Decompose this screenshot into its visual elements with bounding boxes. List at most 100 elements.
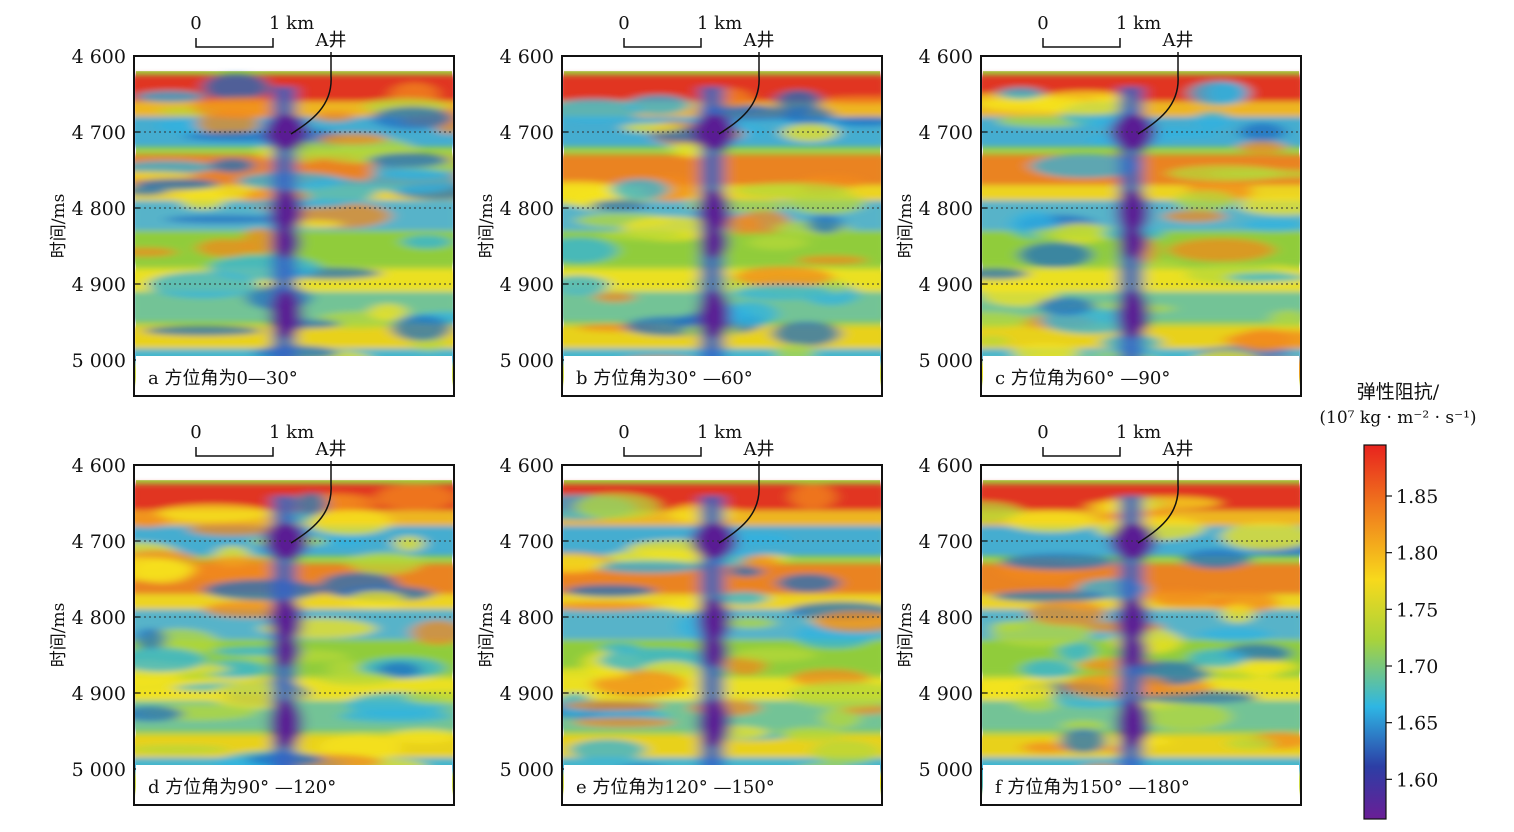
panel-frame xyxy=(980,55,1302,397)
scalebar xyxy=(195,38,274,48)
y-tick-label: 4 700 xyxy=(72,122,126,144)
y-tick-label: 4 600 xyxy=(72,46,126,68)
well-trajectory xyxy=(1137,461,1179,544)
colorbar-tick-label: 1.85 xyxy=(1396,486,1438,508)
y-tick-label: 4 900 xyxy=(500,683,554,705)
y-tick-label: 4 700 xyxy=(72,531,126,553)
y-axis-label: 时间/ms xyxy=(49,194,69,259)
scalebar-start-label: 0 xyxy=(1037,422,1048,443)
impedance-section xyxy=(981,71,1301,387)
y-tick-label: 4 800 xyxy=(72,198,126,220)
panel-label: a 方位角为0—30° xyxy=(148,368,298,389)
scalebar-start-label: 0 xyxy=(1037,13,1048,34)
colorbar-ramp xyxy=(1363,444,1387,820)
colorbar-tick-label: 1.60 xyxy=(1396,769,1438,791)
y-tick-label: 4 900 xyxy=(500,274,554,296)
y-tick-label: 4 800 xyxy=(500,607,554,629)
scalebar-end-label: 1 km xyxy=(269,13,314,34)
panel-label: f 方位角为150° —180° xyxy=(995,777,1190,798)
scalebar-start-label: 0 xyxy=(190,13,201,34)
y-tick-label: 4 900 xyxy=(72,683,126,705)
panel-label-backing xyxy=(136,356,452,394)
y-tick-label: 4 700 xyxy=(500,122,554,144)
panel-label: e 方位角为120° —150° xyxy=(576,777,775,798)
panel-frame xyxy=(561,55,883,397)
scalebar xyxy=(1042,447,1121,457)
scalebar-end-label: 1 km xyxy=(1116,422,1161,443)
well-trajectory xyxy=(718,461,760,544)
y-tick-label: 4 600 xyxy=(919,46,973,68)
scalebar xyxy=(195,447,274,457)
impedance-section xyxy=(134,480,454,796)
impedance-section xyxy=(562,71,882,387)
impedance-section xyxy=(981,480,1301,796)
y-axis-label: 时间/ms xyxy=(896,603,916,668)
panel-label-backing xyxy=(983,356,1299,394)
panel-frame xyxy=(133,55,455,397)
panel-label-backing xyxy=(564,765,880,803)
impedance-section xyxy=(562,480,882,796)
well-label: A井 xyxy=(743,439,775,460)
panel-frame xyxy=(980,464,1302,806)
y-tick-label: 4 800 xyxy=(72,607,126,629)
y-tick-label: 4 900 xyxy=(72,274,126,296)
y-tick-label: 5 000 xyxy=(72,759,126,781)
colorbar-tick-label: 1.80 xyxy=(1396,543,1438,565)
colorbar-tick-label: 1.65 xyxy=(1396,713,1438,735)
y-tick-label: 5 000 xyxy=(919,759,973,781)
y-tick-label: 4 900 xyxy=(919,274,973,296)
well-trajectory xyxy=(1137,52,1179,135)
impedance-section xyxy=(134,71,454,387)
scalebar-end-label: 1 km xyxy=(697,13,742,34)
scalebar-end-label: 1 km xyxy=(697,422,742,443)
panel-label: c 方位角为60° —90° xyxy=(995,368,1170,389)
y-tick-label: 5 000 xyxy=(919,350,973,372)
colorbar-tick-label: 1.75 xyxy=(1396,599,1438,621)
well-trajectory xyxy=(290,461,332,544)
scalebar-start-label: 0 xyxy=(618,422,629,443)
y-tick-label: 4 600 xyxy=(500,46,554,68)
panel-label-backing xyxy=(136,765,452,803)
colorbar: 弹性阻抗/ (10⁷ kg · m⁻² · s⁻¹) 1.85 1.80 1.75 1… xyxy=(1319,381,1477,820)
scalebar xyxy=(1042,38,1121,48)
y-tick-label: 4 700 xyxy=(919,531,973,553)
panel-label: d 方位角为90° —120° xyxy=(148,777,336,798)
scalebar-start-label: 0 xyxy=(618,13,629,34)
y-tick-label: 4 600 xyxy=(72,455,126,477)
scalebar-start-label: 0 xyxy=(190,422,201,443)
well-label: A井 xyxy=(315,439,347,460)
y-tick-label: 4 800 xyxy=(919,198,973,220)
colorbar-title-line2: (10⁷ kg · m⁻² · s⁻¹) xyxy=(1319,408,1476,428)
scalebar-end-label: 1 km xyxy=(1116,13,1161,34)
y-tick-label: 5 000 xyxy=(500,759,554,781)
scalebar xyxy=(623,38,702,48)
well-trajectory xyxy=(290,52,332,135)
y-tick-label: 5 000 xyxy=(72,350,126,372)
y-tick-label: 4 700 xyxy=(919,122,973,144)
well-label: A井 xyxy=(1162,30,1194,51)
y-tick-label: 4 800 xyxy=(500,198,554,220)
y-axis-label: 时间/ms xyxy=(477,603,497,668)
y-axis-label: 时间/ms xyxy=(477,194,497,259)
well-label: A井 xyxy=(1162,439,1194,460)
y-tick-label: 4 800 xyxy=(919,607,973,629)
panel-frame xyxy=(133,464,455,806)
y-tick-label: 4 600 xyxy=(500,455,554,477)
panel-label: b 方位角为30° —60° xyxy=(576,368,753,389)
panel-label-backing xyxy=(564,356,880,394)
well-label: A井 xyxy=(315,30,347,51)
y-tick-label: 5 000 xyxy=(500,350,554,372)
well-label: A井 xyxy=(743,30,775,51)
well-trajectory xyxy=(718,52,760,135)
y-tick-label: 4 600 xyxy=(919,455,973,477)
y-axis-label: 时间/ms xyxy=(49,603,69,668)
colorbar-tick-label: 1.70 xyxy=(1396,656,1438,678)
scalebar-end-label: 1 km xyxy=(269,422,314,443)
y-tick-label: 4 900 xyxy=(919,683,973,705)
